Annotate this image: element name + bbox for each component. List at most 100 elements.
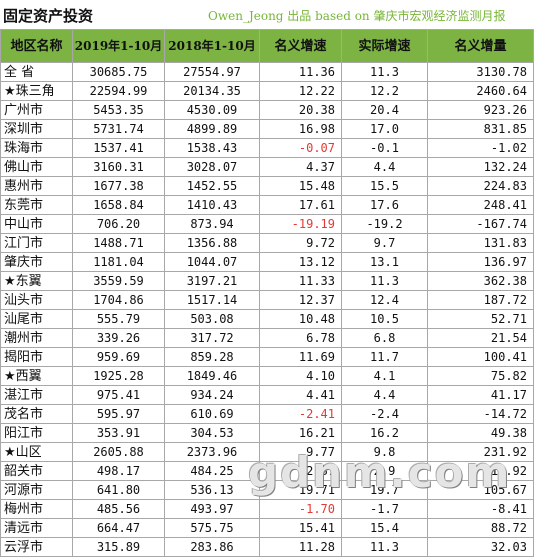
- value-2019-cell: 2605.88: [72, 442, 165, 462]
- value-2019-cell: 1488.71: [72, 233, 165, 253]
- table-row: 云浮市 315.89 283.86 11.28 11.3 32.03: [0, 537, 534, 557]
- region-cell: 广州市: [0, 100, 73, 120]
- nominal-growth-cell: 9.77: [259, 442, 342, 462]
- value-2018-cell: 1356.88: [164, 233, 260, 253]
- nominal-increment-cell: 187.72: [427, 290, 534, 310]
- region-cell: 揭阳市: [0, 347, 73, 367]
- value-2018-cell: 1517.14: [164, 290, 260, 310]
- header-2019: 2019年1-10月: [72, 29, 165, 63]
- region-cell: 河源市: [0, 480, 73, 500]
- nominal-growth-cell: 17.61: [259, 195, 342, 215]
- region-cell: ★西翼: [0, 366, 73, 386]
- region-cell: 云浮市: [0, 537, 73, 557]
- value-2018-cell: 536.13: [164, 480, 260, 500]
- table-row: 梅州市 485.56 493.97 -1.70 -1.7 -8.41: [0, 499, 534, 519]
- real-growth-cell: -1.7: [341, 499, 428, 519]
- nominal-increment-cell: 248.41: [427, 195, 534, 215]
- value-2019-cell: 353.91: [72, 423, 165, 443]
- nominal-increment-cell: 52.71: [427, 309, 534, 329]
- value-2018-cell: 859.28: [164, 347, 260, 367]
- table-row: 清远市 664.47 575.75 15.41 15.4 88.72: [0, 518, 534, 538]
- table-row: 东莞市 1658.84 1410.43 17.61 17.6 248.41: [0, 195, 534, 215]
- real-growth-cell: -19.2: [341, 214, 428, 234]
- value-2018-cell: 304.53: [164, 423, 260, 443]
- nominal-growth-cell: 4.37: [259, 157, 342, 177]
- header-nominal-increment: 名义增量: [427, 29, 534, 63]
- value-2018-cell: 503.08: [164, 309, 260, 329]
- real-growth-cell: 11.3: [341, 537, 428, 557]
- nominal-growth-cell: 11.36: [259, 62, 342, 82]
- value-2019-cell: 3160.31: [72, 157, 165, 177]
- table-row: 惠州市 1677.38 1452.55 15.48 15.5 224.83: [0, 176, 534, 196]
- real-growth-cell: 20.4: [341, 100, 428, 120]
- value-2019-cell: 1658.84: [72, 195, 165, 215]
- value-2019-cell: 498.17: [72, 461, 165, 481]
- nominal-increment-cell: 362.38: [427, 271, 534, 291]
- value-2019-cell: 555.79: [72, 309, 165, 329]
- real-growth-cell: 9.7: [341, 233, 428, 253]
- nominal-increment-cell: 88.72: [427, 518, 534, 538]
- nominal-growth-cell: 15.41: [259, 518, 342, 538]
- real-growth-cell: 6.8: [341, 328, 428, 348]
- value-2019-cell: 339.26: [72, 328, 165, 348]
- value-2018-cell: 484.25: [164, 461, 260, 481]
- nominal-growth-cell: 15.48: [259, 176, 342, 196]
- table-row: 河源市 641.80 536.13 19.71 19.7 105.67: [0, 480, 534, 500]
- value-2018-cell: 493.97: [164, 499, 260, 519]
- region-cell: 阳江市: [0, 423, 73, 443]
- region-cell: 潮州市: [0, 328, 73, 348]
- real-growth-cell: 17.6: [341, 195, 428, 215]
- region-cell: 湛江市: [0, 385, 73, 405]
- header-region: 地区名称: [0, 29, 73, 63]
- real-growth-cell: 15.4: [341, 518, 428, 538]
- nominal-growth-cell: 11.33: [259, 271, 342, 291]
- value-2019-cell: 5731.74: [72, 119, 165, 139]
- value-2018-cell: 934.24: [164, 385, 260, 405]
- nominal-increment-cell: -14.72: [427, 404, 534, 424]
- region-cell: 深圳市: [0, 119, 73, 139]
- nominal-growth-cell: 11.69: [259, 347, 342, 367]
- nominal-growth-cell: 10.48: [259, 309, 342, 329]
- value-2019-cell: 595.97: [72, 404, 165, 424]
- nominal-growth-cell: -0.07: [259, 138, 342, 158]
- nominal-increment-cell: 21.54: [427, 328, 534, 348]
- value-2019-cell: 5453.35: [72, 100, 165, 120]
- region-cell: 中山市: [0, 214, 73, 234]
- value-2019-cell: 485.56: [72, 499, 165, 519]
- value-2019-cell: 3559.59: [72, 271, 165, 291]
- table-row: 珠海市 1537.41 1538.43 -0.07 -0.1 -1.02: [0, 138, 534, 158]
- table-row: 全 省 30685.75 27554.97 11.36 11.3 3130.78: [0, 62, 534, 82]
- value-2018-cell: 1849.46: [164, 366, 260, 386]
- value-2019-cell: 1537.41: [72, 138, 165, 158]
- value-2018-cell: 4899.89: [164, 119, 260, 139]
- real-growth-cell: 12.2: [341, 81, 428, 101]
- value-2019-cell: 959.69: [72, 347, 165, 367]
- table-row: 潮州市 339.26 317.72 6.78 6.8 21.54: [0, 328, 534, 348]
- table-row: 江门市 1488.71 1356.88 9.72 9.7 131.83: [0, 233, 534, 253]
- region-cell: 珠海市: [0, 138, 73, 158]
- value-2019-cell: 1704.86: [72, 290, 165, 310]
- table-row: 湛江市 975.41 934.24 4.41 4.4 41.17: [0, 385, 534, 405]
- table-row: 深圳市 5731.74 4899.89 16.98 17.0 831.85: [0, 119, 534, 139]
- value-2019-cell: 1181.04: [72, 252, 165, 272]
- nominal-increment-cell: 136.97: [427, 252, 534, 272]
- real-growth-cell: -2.4: [341, 404, 428, 424]
- nominal-growth-cell: -19.19: [259, 214, 342, 234]
- nominal-increment-cell: 13.92: [427, 461, 534, 481]
- table-row: 佛山市 3160.31 3028.07 4.37 4.4 132.24: [0, 157, 534, 177]
- value-2018-cell: 4530.09: [164, 100, 260, 120]
- title-bar: 固定资产投资 Owen_Jeong 出品 based on 肇庆市宏观经济监测月…: [0, 0, 535, 29]
- table-body: 全 省 30685.75 27554.97 11.36 11.3 3130.78 ★珠三角 2…: [0, 62, 534, 557]
- table-row: 茂名市 595.97 610.69 -2.41 -2.4 -14.72: [0, 404, 534, 424]
- header-nominal-growth: 名义增速: [259, 29, 342, 63]
- value-2018-cell: 873.94: [164, 214, 260, 234]
- value-2018-cell: 20134.35: [164, 81, 260, 101]
- value-2019-cell: 30685.75: [72, 62, 165, 82]
- real-growth-cell: 15.5: [341, 176, 428, 196]
- region-cell: 汕头市: [0, 290, 73, 310]
- nominal-increment-cell: 224.83: [427, 176, 534, 196]
- region-cell: 梅州市: [0, 499, 73, 519]
- value-2019-cell: 706.20: [72, 214, 165, 234]
- table-row: 广州市 5453.35 4530.09 20.38 20.4 923.26: [0, 100, 534, 120]
- value-2018-cell: 3028.07: [164, 157, 260, 177]
